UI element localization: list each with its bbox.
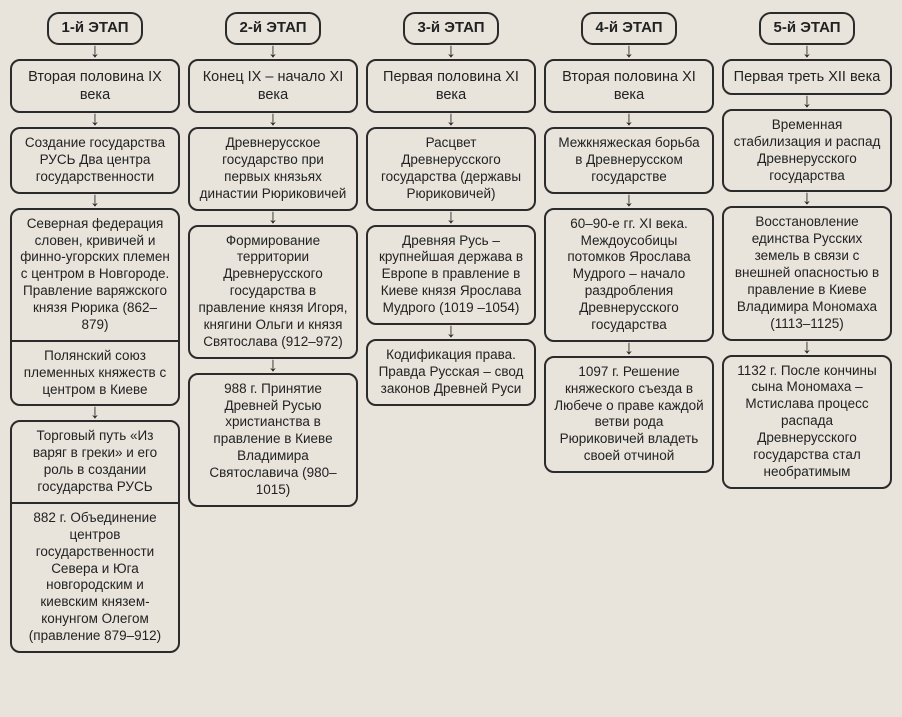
stage-block: 1097 г. Решение княжеского съезда в Любе…	[544, 356, 714, 473]
stage-column-3: 3-й ЭТАП ↓ Первая половина XI века ↓ Рас…	[366, 12, 536, 406]
stage-block-stack: Торговый путь «Из варяг в греки» и его р…	[10, 420, 180, 653]
arrow-down-icon: ↓	[802, 193, 812, 203]
stage-block: Полянский союз племенных княжеств с цент…	[10, 340, 180, 407]
stage-block: Расцвет Древнерусского государства (держ…	[366, 127, 536, 211]
stage-block: 988 г. Принятие Древней Русью христианст…	[188, 373, 358, 507]
stage-period: Вторая половина XI века	[544, 59, 714, 113]
stage-block: 1132 г. После кончины сына Мономаха – Мс…	[722, 355, 892, 489]
arrow-down-icon: ↓	[268, 360, 278, 370]
arrow-down-icon: ↓	[90, 114, 100, 124]
arrow-down-icon: ↓	[802, 342, 812, 352]
diagram-root: 1-й ЭТАП ↓ Вторая половина IX века ↓ Соз…	[10, 12, 892, 653]
arrow-down-icon: ↓	[446, 46, 456, 56]
arrow-down-icon: ↓	[624, 343, 634, 353]
stage-column-5: 5-й ЭТАП ↓ Первая треть XII века ↓ Време…	[722, 12, 892, 489]
stage-column-1: 1-й ЭТАП ↓ Вторая половина IX века ↓ Соз…	[10, 12, 180, 653]
stage-block: Древнерусское государство при первых кня…	[188, 127, 358, 211]
arrow-down-icon: ↓	[446, 326, 456, 336]
arrow-down-icon: ↓	[268, 212, 278, 222]
arrow-down-icon: ↓	[268, 114, 278, 124]
stage-block: Кодификация права. Правда Русская – свод…	[366, 339, 536, 406]
arrow-down-icon: ↓	[624, 195, 634, 205]
stage-block: 60–90-е гг. XI века. Междоусобицы потомк…	[544, 208, 714, 342]
arrow-down-icon: ↓	[802, 46, 812, 56]
arrow-down-icon: ↓	[802, 96, 812, 106]
arrow-down-icon: ↓	[624, 114, 634, 124]
stage-block: 882 г. Объединение центров государственн…	[10, 502, 180, 653]
stage-block: Восстановление единства Русских земель в…	[722, 206, 892, 340]
arrow-down-icon: ↓	[624, 46, 634, 56]
stage-block: Северная федерация словен, кривичей и фи…	[10, 208, 180, 342]
arrow-down-icon: ↓	[90, 195, 100, 205]
stage-block: Торговый путь «Из варяг в греки» и его р…	[10, 420, 180, 504]
arrow-down-icon: ↓	[90, 46, 100, 56]
stage-column-4: 4-й ЭТАП ↓ Вторая половина XI века ↓ Меж…	[544, 12, 714, 473]
stage-block: Межкняжеская борьба в Древнерусском госу…	[544, 127, 714, 194]
arrow-down-icon: ↓	[446, 114, 456, 124]
arrow-down-icon: ↓	[446, 212, 456, 222]
stage-period: Вторая половина IX века	[10, 59, 180, 113]
stage-period: Конец IX – начало XI века	[188, 59, 358, 113]
arrow-down-icon: ↓	[90, 407, 100, 417]
stage-column-2: 2-й ЭТАП ↓ Конец IX – начало XI века ↓ Д…	[188, 12, 358, 507]
stage-block: Древняя Русь – крупнейшая держава в Евро…	[366, 225, 536, 325]
stage-period: Первая половина XI века	[366, 59, 536, 113]
arrow-down-icon: ↓	[268, 46, 278, 56]
stage-block: Создание государства РУСЬ Два центра гос…	[10, 127, 180, 194]
stage-block-stack: Северная федерация словен, кривичей и фи…	[10, 208, 180, 407]
stage-block: Временная стабилизация и распад Древнеру…	[722, 109, 892, 193]
stage-block: Формирование территории Древнерусского г…	[188, 225, 358, 359]
